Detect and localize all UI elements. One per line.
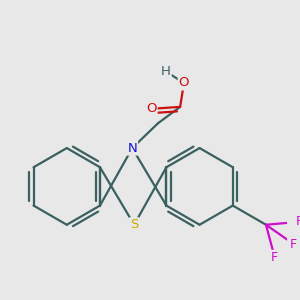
- Text: N: N: [127, 142, 137, 154]
- Text: H: H: [161, 65, 171, 78]
- Text: S: S: [130, 218, 138, 231]
- Text: F: F: [290, 238, 297, 250]
- Text: F: F: [271, 251, 278, 264]
- Text: O: O: [179, 76, 189, 89]
- Text: O: O: [146, 102, 157, 115]
- Text: F: F: [296, 215, 300, 228]
